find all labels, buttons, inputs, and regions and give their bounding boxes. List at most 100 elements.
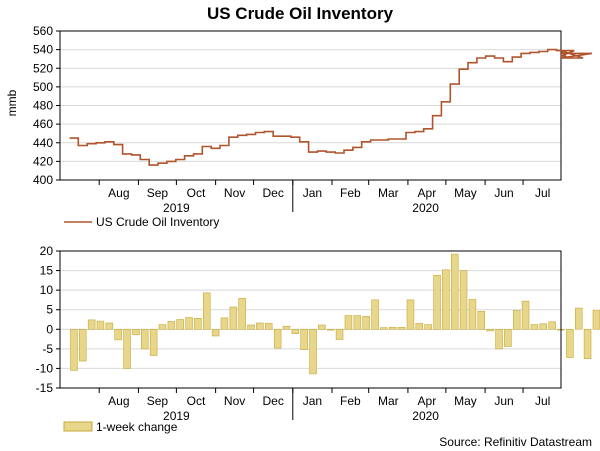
change-legend: 1-week change — [63, 420, 178, 434]
inventory-y-axis-label: mmb — [5, 89, 19, 116]
change-bars — [70, 253, 600, 375]
y-tick-label: -5 — [42, 342, 53, 356]
change-bar — [335, 328, 344, 340]
month-label: Feb — [340, 186, 361, 200]
month-label: Aug — [108, 186, 129, 200]
change-year-labels: 2019 2020 — [163, 409, 439, 423]
source-note: Source: Refinitiv Datastream — [439, 435, 592, 449]
change-legend-label: 1-week change — [96, 420, 178, 434]
change-bar — [512, 310, 521, 330]
change-bar — [415, 323, 423, 330]
change-bar — [521, 300, 530, 330]
change-bar — [592, 309, 600, 330]
change-bar — [291, 328, 300, 334]
inventory-panel: mmb 400 420 440 460 480 500 520 540 560 Aug Sep Oc… — [5, 24, 593, 229]
change-bar — [548, 321, 556, 330]
month-label: Feb — [340, 394, 361, 408]
y-tick-label: 420 — [33, 154, 53, 168]
month-label: Jan — [303, 394, 322, 408]
change-bar — [70, 328, 78, 371]
y-tick-label: 0 — [46, 322, 53, 336]
y-tick-label: -15 — [36, 381, 54, 395]
change-bar — [468, 299, 477, 330]
change-bar — [87, 319, 96, 330]
change-bar — [326, 328, 335, 331]
change-bar — [539, 323, 547, 330]
change-bar — [149, 328, 158, 356]
change-plot-frame — [59, 250, 562, 389]
year-label: 2019 — [163, 409, 190, 423]
month-label: Dec — [263, 186, 284, 200]
y-tick-label: 460 — [33, 117, 53, 131]
change-bar — [96, 320, 105, 330]
inventory-year-labels: 2019 2020 — [163, 201, 439, 215]
change-bar — [442, 269, 450, 330]
inventory-gridlines — [60, 30, 561, 181]
y-tick-label: 10 — [40, 283, 54, 297]
month-label: Jun — [494, 394, 513, 408]
y-tick-label: 5 — [46, 303, 53, 317]
y-tick-label: 560 — [33, 24, 53, 38]
change-legend-swatch — [63, 421, 93, 432]
y-tick-label: 500 — [33, 80, 53, 94]
change-bar — [105, 322, 114, 330]
month-label: Apr — [418, 394, 437, 408]
y-tick-label: 540 — [33, 43, 53, 57]
change-bar — [256, 322, 264, 330]
change-bar — [388, 326, 397, 330]
y-tick-label: 20 — [40, 244, 54, 258]
month-label: Sep — [147, 394, 169, 408]
change-bar — [433, 274, 441, 330]
change-bar — [424, 324, 432, 330]
month-label: Sep — [147, 186, 169, 200]
month-label: Mar — [378, 186, 399, 200]
month-label: Nov — [224, 394, 245, 408]
month-label: Jul — [535, 394, 550, 408]
change-bar — [477, 310, 485, 330]
month-label: Nov — [224, 186, 245, 200]
change-bar — [318, 324, 326, 330]
y-tick-label: 520 — [33, 61, 53, 75]
month-label: Jun — [494, 186, 513, 200]
change-bar — [371, 299, 379, 330]
change-bar — [380, 327, 388, 330]
change-bar — [220, 317, 229, 330]
change-bar — [397, 326, 406, 330]
month-label: Dec — [263, 394, 284, 408]
change-y-ticks: -15 -10 -5 0 5 10 15 20 — [36, 244, 60, 395]
change-bar — [282, 325, 291, 330]
change-bar — [123, 328, 131, 369]
month-label: Apr — [418, 186, 437, 200]
change-bar — [203, 292, 211, 330]
change-bar — [79, 328, 87, 362]
year-label: 2019 — [163, 201, 190, 215]
inventory-month-labels: Aug Sep Oct Nov Dec Jan Feb Mar Apr May Jun Jul — [108, 186, 550, 200]
change-bar — [194, 317, 202, 330]
inventory-x-ticks — [98, 180, 524, 212]
change-bar — [300, 328, 308, 350]
change-bar — [229, 306, 238, 330]
change-bar — [486, 328, 494, 332]
month-label: May — [454, 394, 477, 408]
change-bar — [211, 328, 220, 337]
year-label: 2020 — [412, 201, 439, 215]
change-panel: -15 -10 -5 0 5 10 15 20 Aug Sep Oct Nov Dec Jan Feb Ma… — [36, 244, 600, 434]
month-label: Aug — [108, 394, 129, 408]
change-bar — [504, 328, 512, 347]
change-bar — [362, 316, 370, 330]
y-tick-label: 400 — [33, 173, 53, 187]
change-bar — [309, 328, 317, 375]
change-bar — [158, 324, 167, 330]
y-tick-label: 440 — [33, 136, 53, 150]
change-month-labels: Aug Sep Oct Nov Dec Jan Feb Mar Apr May Jun Jul — [108, 394, 550, 408]
month-label: Jul — [535, 186, 550, 200]
change-bar — [264, 323, 273, 330]
y-tick-label: 480 — [33, 99, 53, 113]
month-label: Jan — [303, 186, 322, 200]
change-bar — [141, 328, 149, 350]
change-bar — [495, 328, 503, 350]
y-tick-label: 15 — [40, 264, 54, 278]
change-bar — [530, 324, 539, 330]
month-label: Oct — [187, 186, 206, 200]
